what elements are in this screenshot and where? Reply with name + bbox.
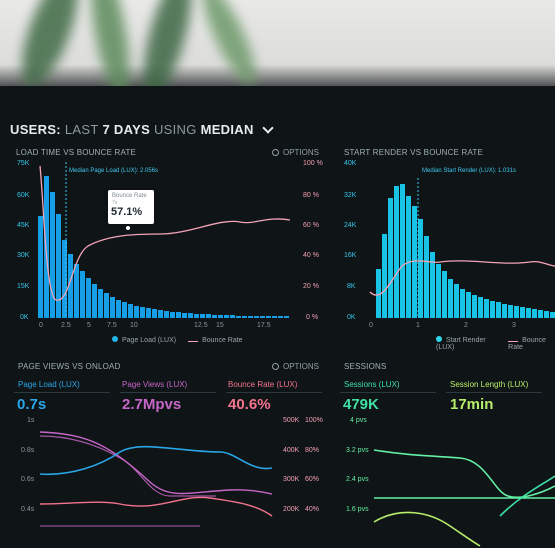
y-tick: 400K	[283, 447, 300, 454]
y-tick: 0K	[347, 314, 356, 321]
chart-legend: Start Render (LUX) Bounce Rate	[436, 336, 546, 351]
y-right-tick: 60 %	[303, 222, 319, 229]
panel-title-page-views: PAGE VIEWS VS ONLOAD	[18, 362, 121, 371]
metric-label: Page Views (LUX)	[122, 380, 188, 389]
plant-leaf	[10, 0, 90, 92]
panel-title-sessions: SESSIONS	[344, 362, 387, 371]
panel-title-load-time: LOAD TIME VS BOUNCE RATE	[16, 148, 137, 157]
metric-value: 17min	[450, 396, 494, 413]
options-icon	[272, 149, 279, 156]
y-tick: 500K	[283, 417, 300, 424]
median-label: Median Start Render (LUX): 1.031s	[422, 168, 517, 174]
page-views-line-2	[39, 435, 216, 497]
y-tick: 3.2 pvs	[346, 447, 369, 454]
y-tick: 0.8s	[21, 447, 35, 454]
plant-leaf	[193, 0, 265, 91]
y-tick: 75K	[17, 160, 30, 167]
x-tick: 0	[369, 322, 373, 329]
dashboard-title[interactable]: USERS: LAST 7 DAYS USING MEDIAN	[10, 122, 274, 137]
page-load-line	[39, 445, 273, 476]
x-tick: 17.5	[257, 322, 271, 329]
divider	[14, 392, 110, 393]
x-tick: 15	[216, 322, 224, 329]
metric-value: 2.7Mpvs	[122, 396, 182, 413]
y-right-tick: 80 %	[303, 192, 319, 199]
x-tick: 12.5	[194, 322, 208, 329]
y-tick: 16K	[344, 252, 357, 259]
y-tick: 4 pvs	[350, 417, 367, 424]
y-tick: 60K	[17, 192, 30, 199]
metric-value: 479K	[343, 396, 379, 413]
median-label: Median Page Load (LUX): 2.056s	[69, 168, 159, 174]
metric-label: Session Length (LUX)	[450, 380, 529, 389]
y-tick: 0.4s	[21, 506, 35, 513]
metric-value: 40.6%	[228, 396, 271, 413]
monitor-screen: USERS: LAST 7 DAYS USING MEDIAN LOAD TIM…	[0, 86, 555, 548]
bounce-rate-line	[39, 165, 291, 301]
bounce-rate-tooltip: Bounce Rate 7s 57.1%	[108, 190, 154, 224]
y-right-tick: 20 %	[303, 283, 319, 290]
divider	[226, 392, 322, 393]
tooltip-point	[126, 226, 130, 230]
options-icon	[272, 363, 279, 370]
plant-leaf	[83, 0, 137, 92]
y-tick: 300K	[283, 476, 300, 483]
y-tick: 40K	[344, 160, 357, 167]
y-right-tick: 40 %	[303, 252, 319, 259]
dashboard-graphics	[38, 162, 555, 547]
metric-value: 0.7s	[17, 396, 47, 413]
divider	[446, 392, 542, 393]
y-tick: 1.6 pvs	[346, 506, 369, 513]
y-right-tick: 0 %	[306, 314, 319, 321]
options-button[interactable]: OPTIONS	[272, 362, 319, 371]
y-tick: 80%	[305, 447, 320, 454]
x-tick: 1	[416, 322, 420, 329]
start-render-bars	[376, 184, 555, 318]
y-tick: 45K	[17, 222, 30, 229]
sessions-line	[373, 449, 555, 499]
y-tick: 60%	[305, 476, 320, 483]
x-tick: 5	[87, 322, 91, 329]
plant-leaf	[133, 0, 202, 92]
x-tick: 2.5	[61, 322, 71, 329]
session-length-line	[373, 511, 481, 547]
metric-label: Sessions (LUX)	[344, 380, 400, 389]
background-photo	[0, 0, 555, 92]
load-time-bars	[38, 176, 289, 318]
y-tick: 15K	[17, 283, 30, 290]
y-tick: 32K	[344, 192, 357, 199]
y-tick: 40%	[305, 506, 320, 513]
y-tick: 30K	[17, 252, 30, 259]
x-tick: 0	[39, 322, 43, 329]
bounce-rate-line	[369, 260, 555, 296]
x-tick: 10	[130, 322, 138, 329]
metric-label: Bounce Rate (LUX)	[228, 380, 298, 389]
y-tick: 100%	[305, 417, 323, 424]
y-tick: 2.4 pvs	[346, 476, 369, 483]
y-tick: 0.6s	[21, 476, 35, 483]
divider	[120, 392, 216, 393]
y-tick: 200K	[283, 506, 300, 513]
y-tick: 8K	[347, 283, 356, 290]
chart-legend: Page Load (LUX) Bounce Rate	[112, 336, 243, 344]
y-tick: 1s	[27, 417, 35, 424]
x-tick: 2	[464, 322, 468, 329]
x-tick: 7.5	[107, 322, 117, 329]
page-views-line	[39, 431, 273, 495]
y-tick: 24K	[344, 222, 357, 229]
bounce-rate-line	[39, 496, 273, 517]
panel-title-start-render: START RENDER VS BOUNCE RATE	[344, 148, 484, 157]
metric-label: Page Load (LUX)	[18, 380, 80, 389]
options-button[interactable]: OPTIONS	[272, 148, 319, 157]
y-right-tick: 100 %	[303, 160, 323, 167]
x-tick: 3	[512, 322, 516, 329]
y-tick: 0K	[20, 314, 29, 321]
sessions-line-3	[499, 475, 555, 517]
divider	[340, 392, 436, 393]
